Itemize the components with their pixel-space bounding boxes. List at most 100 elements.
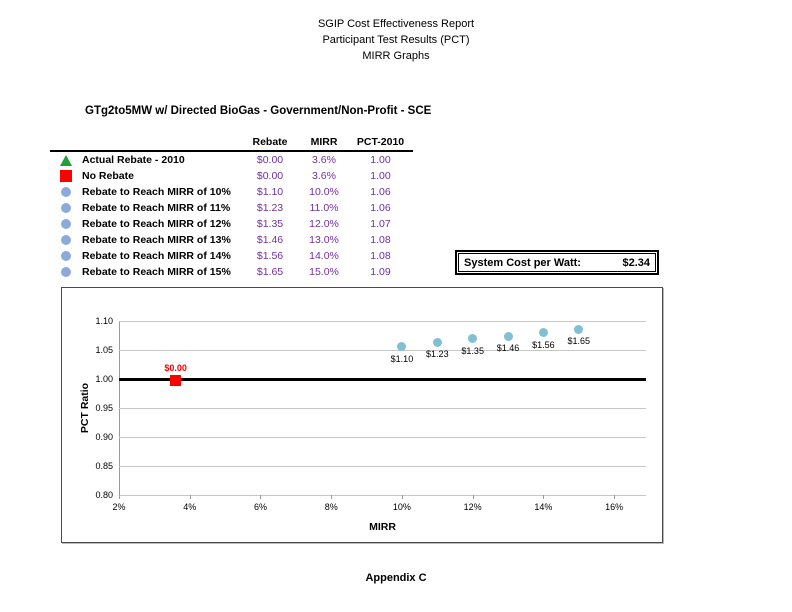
mirr-value: 3.6% bbox=[312, 154, 336, 166]
x-tick-mark bbox=[543, 495, 545, 499]
circle-data-point bbox=[397, 342, 407, 352]
plot-area: 1.10 1.05 1.00 0.95 0.90 0.85 0.80 2% 4% 6% 8% 10% 1… bbox=[95, 316, 646, 512]
y-gridline bbox=[119, 465, 646, 467]
header-line-2: Participant Test Results (PCT) bbox=[322, 34, 470, 46]
legend-label: Rebate to Reach MIRR of 15% bbox=[82, 266, 231, 278]
x-tick-label: 10% bbox=[392, 502, 411, 512]
legend-marker-cell bbox=[50, 187, 82, 197]
legend-marker-cell bbox=[50, 251, 82, 261]
circle-data-point bbox=[432, 337, 442, 347]
legend-row: Rebate to Reach MIRR of 10% $1.10 10.0% 1.0… bbox=[50, 184, 413, 200]
rebate-value: $1.35 bbox=[256, 218, 284, 230]
y-gridline bbox=[119, 349, 646, 351]
mirr-value: 3.6% bbox=[312, 170, 336, 182]
pct-value: 1.00 bbox=[370, 170, 391, 182]
x-tick-label: 2% bbox=[112, 502, 126, 512]
legend-label: No Rebate bbox=[82, 170, 134, 182]
mirr-value: 13.0% bbox=[309, 234, 339, 246]
pct-value: 1.07 bbox=[370, 218, 391, 230]
page-footer: Appendix C bbox=[365, 572, 427, 584]
system-cost-label: System Cost per Watt: bbox=[464, 256, 581, 269]
y-tick-label: 1.05 bbox=[95, 345, 113, 355]
rebate-value: $0.00 bbox=[256, 170, 284, 182]
y-gridline bbox=[119, 494, 646, 496]
legend-label: Rebate to Reach MIRR of 12% bbox=[82, 218, 231, 230]
legend-marker-cell bbox=[50, 170, 82, 182]
pct-value: 1.09 bbox=[370, 266, 391, 278]
legend-table-rows: Actual Rebate - 2010 $0.00 3.6% 1.00 No Reba… bbox=[50, 152, 413, 280]
circle-data-point bbox=[503, 331, 513, 341]
legend-row: Rebate to Reach MIRR of 13% $1.46 13.0% 1.0… bbox=[50, 232, 413, 248]
y-tick-label: 0.95 bbox=[95, 403, 113, 413]
mirr-value: 12.0% bbox=[309, 218, 339, 230]
legend-row: Actual Rebate - 2010 $0.00 3.6% 1.00 bbox=[50, 152, 413, 168]
circle-marker-icon bbox=[61, 235, 71, 245]
rebate-value: $1.65 bbox=[256, 266, 284, 278]
circle-marker-icon bbox=[61, 187, 71, 197]
circle-data-point bbox=[538, 328, 548, 338]
legend-table-header: Rebate MIRR PCT-2010 bbox=[50, 134, 413, 152]
data-point-label: $1.35 bbox=[461, 345, 484, 356]
column-header-mirr: MIRR bbox=[310, 136, 338, 148]
y-axis-line bbox=[119, 321, 120, 499]
system-cost-value: $2.34 bbox=[622, 256, 650, 269]
rebate-value: $1.46 bbox=[256, 234, 284, 246]
legend-marker-cell bbox=[50, 235, 82, 245]
data-point-label: $0.00 bbox=[164, 362, 187, 373]
circle-marker-icon bbox=[61, 219, 71, 229]
header-line-3: MIRR Graphs bbox=[362, 50, 430, 62]
legend-marker-cell bbox=[50, 219, 82, 229]
y-tick-label: 0.80 bbox=[95, 490, 113, 500]
y-tick-label: 1.00 bbox=[95, 374, 113, 384]
square-data-point bbox=[170, 375, 182, 387]
legend-table: Rebate MIRR PCT-2010 Actual Rebate - 201… bbox=[50, 134, 413, 280]
data-point-label: $1.10 bbox=[390, 353, 414, 364]
data-point-label: $1.23 bbox=[426, 349, 449, 360]
legend-marker-cell bbox=[50, 267, 82, 277]
legend-label: Actual Rebate - 2010 bbox=[82, 154, 185, 166]
mirr-chart: PCT Ratio MIRR 1.10 1.05 1.00 0.95 0.90 0.85 0… bbox=[61, 287, 663, 543]
x-tick-mark bbox=[260, 495, 262, 499]
data-point-label: $1.56 bbox=[532, 339, 555, 350]
x-tick-mark bbox=[189, 495, 191, 499]
data-point-label: $1.46 bbox=[496, 343, 520, 354]
x-tick-label: 16% bbox=[605, 502, 624, 512]
y-gridline bbox=[119, 320, 646, 322]
rebate-value: $1.10 bbox=[256, 186, 284, 198]
system-cost-box: System Cost per Watt: $2.34 bbox=[455, 250, 659, 275]
x-tick-mark bbox=[119, 495, 120, 499]
column-header-pct: PCT-2010 bbox=[356, 136, 405, 148]
x-tick-label: 4% bbox=[183, 502, 197, 512]
y-tick-label: 1.10 bbox=[95, 316, 113, 326]
legend-label: Rebate to Reach MIRR of 14% bbox=[82, 250, 231, 262]
pct-value: 1.08 bbox=[370, 250, 391, 262]
circle-data-point bbox=[574, 324, 584, 334]
pct-value: 1.06 bbox=[370, 186, 391, 198]
y-gridline bbox=[119, 436, 646, 438]
reference-line bbox=[119, 377, 646, 381]
legend-row: No Rebate $0.00 3.6% 1.00 bbox=[50, 168, 413, 184]
x-axis-title: MIRR bbox=[369, 521, 396, 533]
legend-marker-cell bbox=[50, 154, 82, 166]
legend-label: Rebate to Reach MIRR of 10% bbox=[82, 186, 231, 198]
y-tick-label: 0.85 bbox=[95, 461, 113, 471]
column-header-rebate: Rebate bbox=[252, 136, 288, 148]
mirr-value: 15.0% bbox=[309, 266, 339, 278]
legend-row: Rebate to Reach MIRR of 12% $1.35 12.0% 1.0… bbox=[50, 216, 413, 232]
x-tick-label: 14% bbox=[534, 502, 553, 512]
pct-value: 1.08 bbox=[370, 234, 391, 246]
pct-value: 1.06 bbox=[370, 202, 391, 214]
rebate-value: $1.56 bbox=[256, 250, 284, 262]
rebate-value: $1.23 bbox=[256, 202, 284, 214]
square-marker-icon bbox=[60, 170, 72, 182]
rebate-value: $0.00 bbox=[256, 154, 284, 166]
pct-value: 1.00 bbox=[370, 154, 391, 166]
x-tick-label: 8% bbox=[324, 502, 338, 512]
data-point-label: $1.65 bbox=[567, 336, 591, 347]
report-title: GTg2to5MW w/ Directed BioGas - Governmen… bbox=[85, 105, 432, 117]
mirr-value: 10.0% bbox=[309, 186, 339, 198]
x-tick-mark bbox=[614, 495, 616, 499]
y-gridline bbox=[119, 407, 646, 409]
legend-label: Rebate to Reach MIRR of 11% bbox=[82, 202, 231, 214]
